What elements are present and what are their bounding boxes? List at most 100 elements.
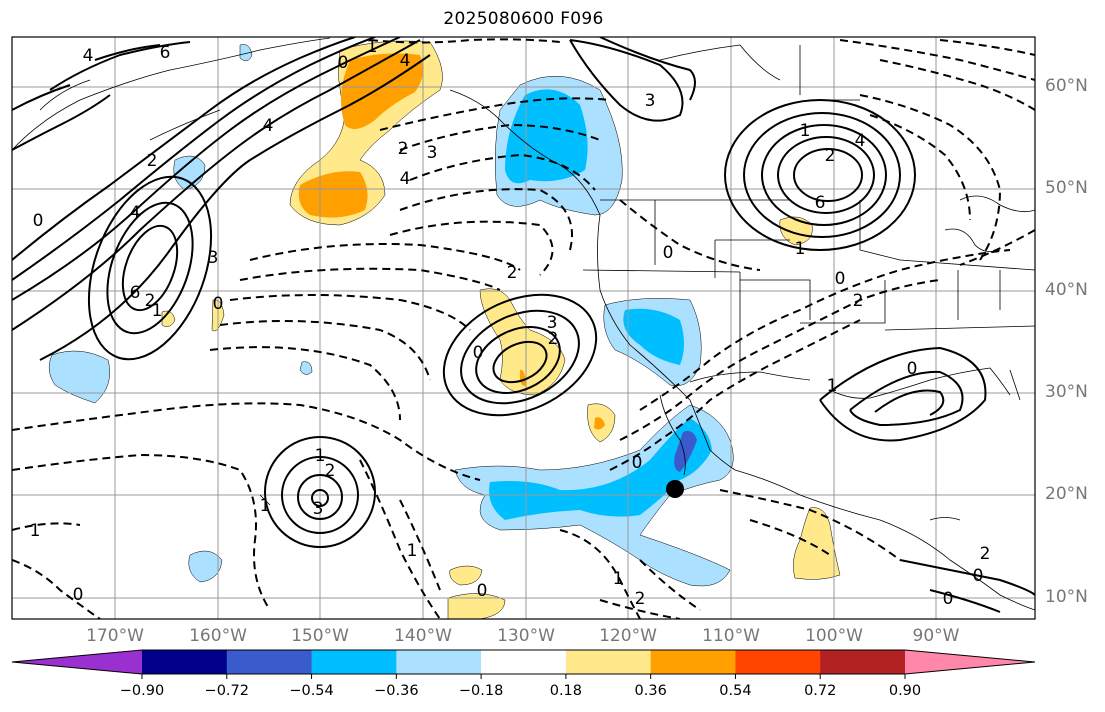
contour-label: 0 — [663, 243, 674, 263]
contours-negative — [12, 38, 1035, 619]
anomaly-fill-negative — [239, 44, 253, 62]
contour-label: 2 — [853, 291, 864, 311]
colorbar-tick-label: 0.90 — [888, 683, 922, 699]
contour-label: 2 — [635, 589, 646, 609]
anomaly-fill-negative — [623, 308, 684, 365]
contour-label: 3 — [313, 499, 324, 519]
contour-label: 1 — [613, 569, 624, 589]
latitude-label: 20°N — [1045, 484, 1088, 504]
colorbar-tick-label: −0.18 — [458, 683, 504, 699]
colorbar-segment — [311, 650, 397, 674]
latitude-label: 40°N — [1045, 280, 1088, 300]
colorbar-tick-label: 0.54 — [719, 683, 752, 699]
contour-label: 1 — [827, 376, 838, 396]
colorbar-tick-label: −0.54 — [289, 683, 334, 699]
contour-label: 0 — [73, 585, 84, 605]
longitude-label: 150°W — [291, 626, 349, 646]
longitude-label: 110°W — [702, 626, 760, 646]
longitude-label: 170°W — [86, 626, 144, 646]
contour-label: 2 — [980, 544, 991, 564]
contour-label: 2 — [145, 291, 156, 311]
colorbar-segment — [735, 650, 821, 674]
anomaly-fill-positive — [793, 507, 841, 580]
colorbar-tick-label: 0.36 — [634, 683, 667, 699]
map-title: 2025080600 F096 — [443, 9, 604, 29]
contour-label: 0 — [338, 53, 349, 73]
contour-label: 1 — [315, 446, 326, 466]
contour-label: 1 — [152, 301, 163, 321]
anomaly-fill-positive — [298, 171, 368, 218]
contour-label: 4 — [400, 169, 411, 189]
longitude-label: 90°W — [912, 626, 960, 646]
longitude-label: 160°W — [189, 626, 247, 646]
contour-label: 1 — [30, 521, 41, 541]
colorbar-segment — [820, 650, 906, 674]
anomaly-fill-negative — [48, 350, 111, 404]
anomaly-fill-positive — [447, 593, 506, 619]
contour-label: 1 — [260, 496, 271, 516]
colorbar-segment — [650, 650, 736, 674]
contour-label: 4 — [130, 203, 141, 223]
anomaly-fill-layer — [48, 40, 841, 619]
anomaly-fill-negative — [674, 431, 697, 472]
contour-label: 1 — [407, 541, 418, 561]
longitude-label: 130°W — [497, 626, 555, 646]
latitude-label: 10°N — [1045, 587, 1088, 607]
latitude-label: 60°N — [1045, 76, 1088, 96]
contour-label: 2 — [825, 146, 836, 166]
colorbar-tick-label: 0.18 — [549, 683, 583, 699]
contour-label: 2 — [548, 329, 559, 349]
contour-label: 2 — [507, 263, 518, 283]
colorbar-segment — [565, 650, 652, 674]
contour-label: 4 — [400, 51, 411, 71]
colorbar-tick-label: −0.72 — [204, 683, 249, 699]
contour-label: 6 — [815, 193, 826, 213]
contour-label: 4 — [855, 131, 866, 151]
contour-label: 2 — [147, 151, 158, 171]
longitude-label: 120°W — [599, 626, 657, 646]
contour-label: 0 — [943, 589, 954, 609]
colorbar-segment — [226, 650, 313, 674]
colorbar-extend-max — [905, 650, 1035, 674]
latitude-label: 50°N — [1045, 178, 1088, 198]
contour-label: 6 — [130, 283, 141, 303]
colorbar-segment — [481, 650, 567, 674]
contour-label: 0 — [907, 359, 918, 379]
contour-label: 1 — [795, 239, 806, 259]
grid-lines — [12, 37, 1035, 619]
contour-label: 4 — [263, 116, 274, 136]
contour-label: 0 — [973, 566, 984, 586]
contours-positive — [12, 37, 1035, 613]
colorbar-segment — [142, 650, 228, 674]
contour-label: 6 — [160, 43, 171, 63]
contour-label: 3 — [427, 143, 438, 163]
contour-label: 0 — [213, 294, 224, 314]
contour-label: 3 — [208, 248, 219, 268]
coastlines-borders — [12, 37, 1035, 611]
anomaly-fill-positive — [594, 417, 605, 430]
colorbar-tick-label: 0.72 — [804, 683, 837, 699]
colorbar-tick-label: −0.36 — [374, 683, 419, 699]
plot-frame — [11, 36, 1036, 620]
contour-label: 2 — [325, 461, 336, 481]
contour-label: 0 — [33, 211, 44, 231]
colorbar-tick-label: −0.90 — [119, 683, 165, 699]
anomaly-fill-positive — [449, 565, 483, 586]
contour-label: 0 — [835, 269, 846, 289]
anomaly-fill-negative — [188, 550, 223, 583]
anomaly-fill-positive — [779, 216, 813, 246]
colorbar-extend-min — [12, 650, 142, 674]
contour-label: 3 — [645, 91, 656, 111]
contour-label: 0 — [473, 343, 484, 363]
anomaly-fill-negative — [299, 361, 313, 375]
contour-label: 1 — [800, 121, 811, 141]
contour-label: 1 — [367, 37, 378, 57]
contour-label: 0 — [477, 581, 488, 601]
contour-label: 4 — [83, 46, 94, 66]
latitude-label: 30°N — [1045, 382, 1088, 402]
point-marker — [666, 480, 684, 498]
contour-label: 3 — [547, 313, 558, 333]
colorbar-segment — [396, 650, 482, 674]
